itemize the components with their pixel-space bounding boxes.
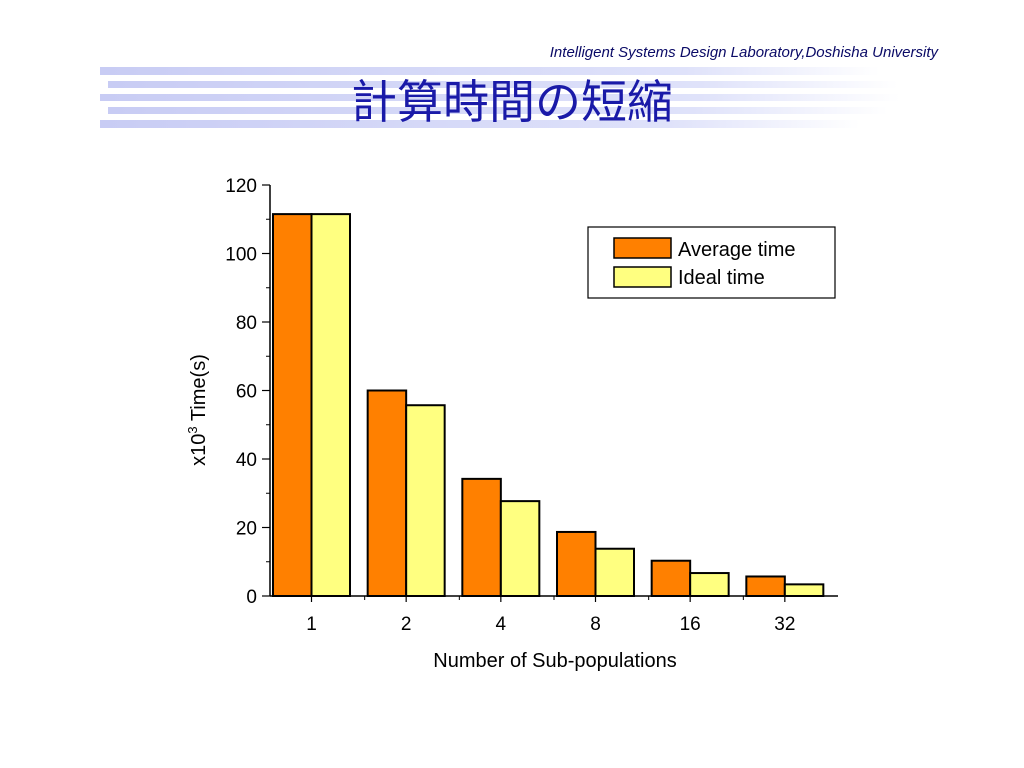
x-axis-label: Number of Sub-populations <box>433 650 676 672</box>
y-tick-label: 0 <box>246 587 257 608</box>
bar-ideal-8 <box>594 547 635 597</box>
y-tick-label: 120 <box>225 176 257 197</box>
y-tick-label: 60 <box>236 382 257 403</box>
bar-average-8 <box>556 530 597 598</box>
y-tick-label: 40 <box>236 450 257 471</box>
bar-average-2 <box>366 389 408 597</box>
legend-swatch-ideal <box>613 266 672 288</box>
bar-ideal-32 <box>783 583 825 597</box>
x-tick-label: 16 <box>680 614 701 635</box>
y-axis-label: x103 Time(s) <box>185 354 210 466</box>
y-tick-label: 80 <box>236 313 257 334</box>
bar-ideal-1 <box>310 213 351 598</box>
x-tick-label: 8 <box>590 614 601 635</box>
y-tick-label: 20 <box>236 519 257 540</box>
title-decoration-bars <box>100 67 900 128</box>
lab-name: Intelligent Systems Design Laboratory,Do… <box>549 44 938 61</box>
x-tick-label: 32 <box>774 614 795 635</box>
legend-label-average: Average time <box>678 239 795 261</box>
x-tick-label: 2 <box>401 614 412 635</box>
slide-title: 計算時間の短縮 <box>351 75 673 129</box>
legend-swatch-average <box>613 237 672 259</box>
legend-label-ideal: Ideal time <box>678 267 765 289</box>
axes-group: 1 2 4 8 16 32 0 20 40 60 80 100 120 <box>225 176 838 635</box>
bar-average-16 <box>650 559 692 597</box>
x-tick-label: 4 <box>496 614 507 635</box>
bar-ideal-2 <box>405 404 446 598</box>
bars-group <box>272 213 825 598</box>
legend: Average time Ideal time <box>587 226 836 299</box>
bar-ideal-16 <box>689 572 730 597</box>
x-tick-label: 1 <box>306 614 317 635</box>
bar-average-32 <box>745 575 786 597</box>
bar-average-4 <box>461 477 502 597</box>
bar-average-1 <box>272 213 313 598</box>
bar-ideal-4 <box>499 500 541 597</box>
y-tick-label: 100 <box>225 245 257 266</box>
